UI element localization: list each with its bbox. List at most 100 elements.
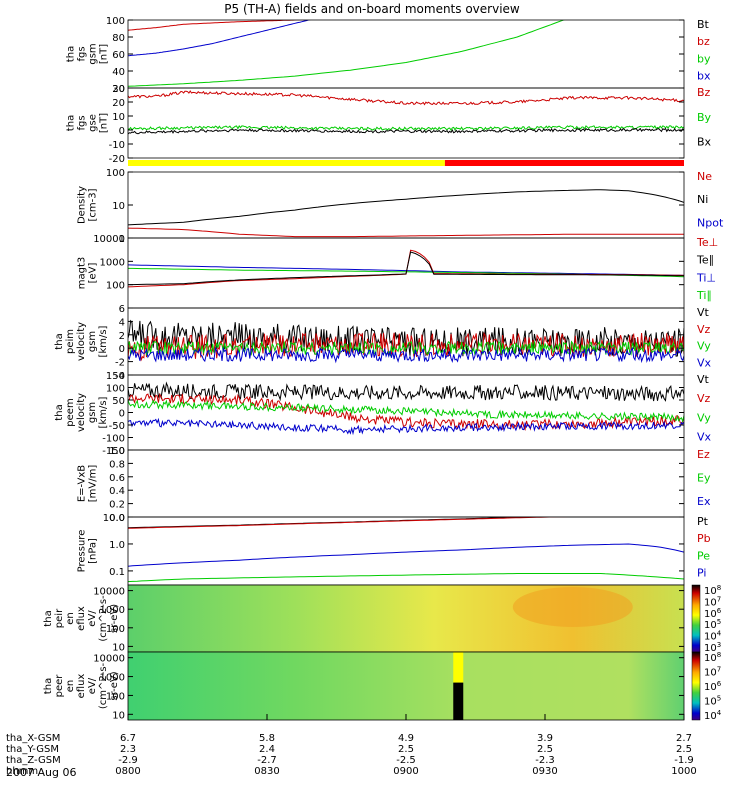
- panel-frame: [127, 449, 685, 518]
- y-tick-label: 0: [119, 344, 125, 355]
- x-tick-label: 0900: [393, 766, 418, 777]
- x-tick-label: 2.7: [676, 733, 692, 744]
- panel-vel1: 6 4 2 0 -2 -4 thapeimvelocitygsm[km/s] Vt Vz Vy Vx: [54, 304, 712, 382]
- legend-vel2: Vy: [697, 411, 711, 424]
- y-tick-label: 1000: [100, 673, 125, 684]
- y-tick-label: 0.8: [109, 459, 125, 470]
- series-fgs2-Bx: [128, 127, 684, 135]
- x-row-label: tha_Z-GSM: [6, 755, 61, 766]
- legend-vel1: Vt: [697, 306, 710, 319]
- series-fgs1-bz: [128, 20, 312, 31]
- colorbar-tick: 104: [704, 630, 722, 643]
- y-tick-label: 0: [119, 409, 125, 420]
- panel-frame: [127, 19, 685, 89]
- x-row-label: tha_X-GSM: [6, 733, 60, 744]
- series-fgs2-Bz: [128, 90, 684, 106]
- x-tick-label: -1.9: [674, 755, 694, 766]
- y-tick-label: 30: [112, 84, 125, 95]
- colorbar-tick: 108: [704, 651, 721, 664]
- legend-density: Ne: [697, 170, 712, 183]
- spectrogram-peer: [128, 652, 684, 720]
- colorbar-tick: 103: [704, 641, 721, 654]
- y-tick-label: 10: [112, 112, 125, 123]
- series-pressure-Pe: [128, 573, 684, 583]
- colorbar-tick: 104: [704, 709, 722, 722]
- x-tick-label: 0800: [115, 766, 140, 777]
- x-tick-label: 5.8: [259, 733, 275, 744]
- y-tick-label: 20: [112, 84, 125, 95]
- x-tick-label: -2.5: [396, 755, 416, 766]
- y-tick-label: 10: [112, 710, 125, 721]
- y-tick-label: 100: [106, 16, 125, 27]
- legend-fgs2: By: [697, 111, 712, 124]
- date-label: 2007 Aug 06: [6, 766, 76, 779]
- colorbar-tick: 105: [704, 695, 721, 708]
- y-axis-label: thafgsgse[nT]: [66, 113, 110, 133]
- legend-efield: Ez: [697, 448, 710, 461]
- x-tick-label: 4.9: [398, 733, 414, 744]
- y-axis-label: thafgsgsm[nT]: [66, 43, 110, 64]
- series-vel2-Vz: [128, 393, 684, 432]
- colorbar-tick: 108: [704, 584, 721, 597]
- series-vel2-Vy: [128, 399, 684, 423]
- colorbar-tick: 106: [704, 607, 722, 620]
- legend-density: Ni: [697, 193, 708, 206]
- panel-efield: 1.0 0.8 0.6 0.4 0.2 0.0 E=-VxB[mV/m] Ez Ey Ex: [77, 446, 711, 524]
- series-vel1-Vy: [128, 340, 684, 357]
- y-axis-label: thapeerenefluxeV/(cm^2-s-sr-eV): [43, 662, 120, 709]
- y-axis-label: thapeirenefluxeV/(cm^2-s-sr-eV): [43, 595, 120, 642]
- y-tick-label: 0.2: [109, 500, 125, 511]
- panel-frame: [127, 87, 685, 159]
- x-tick-label: 2.5: [398, 744, 414, 755]
- figure-title: P5 (TH-A) fields and on-board moments ov…: [224, 2, 520, 16]
- x-tick-label: 3.9: [537, 733, 553, 744]
- legend-pressure: Pe: [697, 549, 710, 562]
- y-tick-label: 6: [119, 304, 125, 315]
- legend-vel1: Vy: [697, 340, 711, 353]
- y-axis-label: magt3[eV]: [77, 257, 99, 290]
- y-tick-label: 60: [112, 50, 125, 61]
- y-tick-label: -150: [102, 446, 125, 457]
- legend-vel2: Vt: [697, 373, 710, 386]
- x-tick-label: 2.5: [676, 744, 692, 755]
- y-axis-label: thapeimvelocitygsm[km/s]: [54, 322, 109, 361]
- y-tick-label: -4: [115, 371, 125, 382]
- legend-temp: Te⊥: [696, 236, 718, 249]
- y-tick-label: 50: [112, 396, 125, 407]
- legend-density: Npot: [697, 216, 724, 229]
- legend-vel1: Vz: [697, 323, 711, 336]
- y-tick-label: 4: [119, 317, 125, 328]
- y-tick-label: 1.0: [109, 446, 125, 457]
- y-tick-label: 80: [112, 33, 125, 44]
- y-tick-label: -10: [109, 140, 125, 151]
- panel-fgs1: 100 80 60 40 20 thafgsgsm[nT] Bt bz by bx: [66, 16, 711, 95]
- mode-bar-slow-survey: [128, 160, 445, 166]
- legend-fgs2: Bx: [697, 136, 712, 149]
- legend-vel2: Vx: [697, 430, 712, 443]
- series-fgs2-By: [128, 124, 684, 131]
- panel-density: 100 10 1 Density[cm-3] Ne Ni Npot: [77, 168, 724, 245]
- y-tick-label: 10: [112, 642, 125, 653]
- y-tick-label: 0.1: [109, 567, 125, 578]
- y-tick-label: 100: [106, 384, 125, 395]
- panel-temp: 10000 1000 100 magt3[eV] Te⊥ Te∥ Ti⊥ Ti∥: [77, 234, 718, 309]
- x-tick-label: 2.5: [537, 744, 553, 755]
- series-fgs1-bx: [128, 20, 311, 57]
- y-tick-label: -50: [109, 421, 125, 432]
- legend-fgs2: Bz: [697, 86, 711, 99]
- x-tick-label: 1000: [671, 766, 696, 777]
- series-fgs1-by: [128, 20, 565, 87]
- x-tick-label: 0930: [532, 766, 557, 777]
- y-tick-label: 100: [106, 168, 125, 179]
- y-tick-label: 10000: [93, 234, 125, 245]
- y-tick-label: 1.0: [109, 540, 125, 551]
- y-tick-label: 0: [119, 126, 125, 137]
- y-tick-label: 10000: [93, 654, 125, 665]
- x-tick-label: -2.9: [118, 755, 138, 766]
- y-tick-label: 0.0: [109, 513, 125, 524]
- panel-frame: [127, 374, 685, 451]
- panel-pressure: 10.0 1.0 0.1 Pressure[nPa] Pt Pb Pe Pi: [77, 513, 711, 586]
- y-tick-label: -20: [109, 154, 125, 165]
- colorbar-tick: 105: [704, 618, 721, 631]
